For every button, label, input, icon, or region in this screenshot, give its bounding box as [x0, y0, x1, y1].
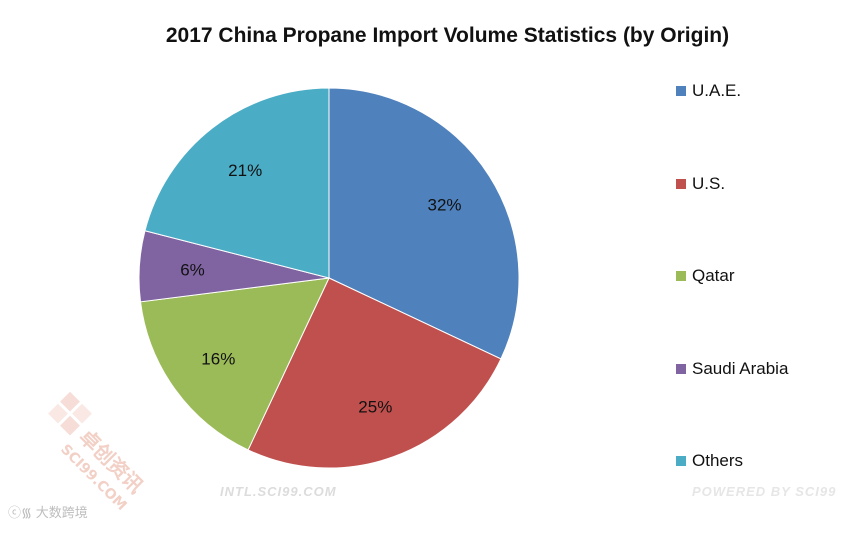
legend-item-qatar: Qatar [676, 265, 856, 287]
legend-label-us: U.S. [692, 173, 726, 193]
watermark-powered-by: POWERED BY SCI99 [692, 484, 837, 499]
watermark-cn-brand: ⓒ᯾ 大数跨境 [8, 502, 88, 521]
pie-slice-u-a-e [328, 87, 520, 360]
legend-label-saudi-arabia: Saudi Arabia [692, 358, 789, 378]
legend-item-saudi-arabia: Saudi Arabia [676, 358, 856, 380]
legend-item-others: Others [676, 450, 856, 472]
legend-swatch-others [676, 456, 686, 466]
legend-label-others: Others [692, 451, 744, 470]
legend-label-uae: U.A.E. [692, 81, 742, 100]
sci99-logo-watermark: 卓创资讯 SCI99.COM [48, 391, 148, 510]
watermark-cn-icon: ⓒ᯾ [8, 505, 36, 520]
chart-title: 2017 China Propane Import Volume Statist… [165, 24, 730, 47]
legend-item-uae: U.A.E. [676, 80, 856, 102]
legend-swatch-qatar [676, 271, 686, 281]
pie-data-labels: 32% 25% 16% 6% 21% [180, 161, 461, 417]
pie-chart: 32% 25% 16% 6% 21% [138, 87, 520, 469]
legend-swatch-us [676, 178, 686, 189]
data-label-others: 21% [228, 161, 262, 180]
data-label-saudi-arabia: 6% [180, 260, 205, 279]
data-label-qatar: 16% [201, 349, 235, 368]
legend-item-us: U.S. [676, 173, 856, 195]
pie-slice-qatar [139, 277, 330, 451]
chart-legend: U.A.E. U.S. Qatar Saudi Arabia Others [676, 80, 856, 543]
pie-slice-u-s [247, 277, 502, 469]
legend-label-qatar: Qatar [692, 266, 735, 285]
watermark-cn-text: 大数跨境 [35, 505, 88, 520]
pie-slice-others [144, 87, 330, 279]
pie-slices [138, 87, 520, 469]
data-label-u-s: 25% [358, 398, 392, 417]
watermark-url: INTL.SCI99.COM [220, 484, 337, 499]
data-label-u-a-e: 32% [427, 196, 461, 215]
legend-swatch-saudi-arabia [676, 363, 686, 374]
legend-swatch-uae [676, 86, 686, 96]
